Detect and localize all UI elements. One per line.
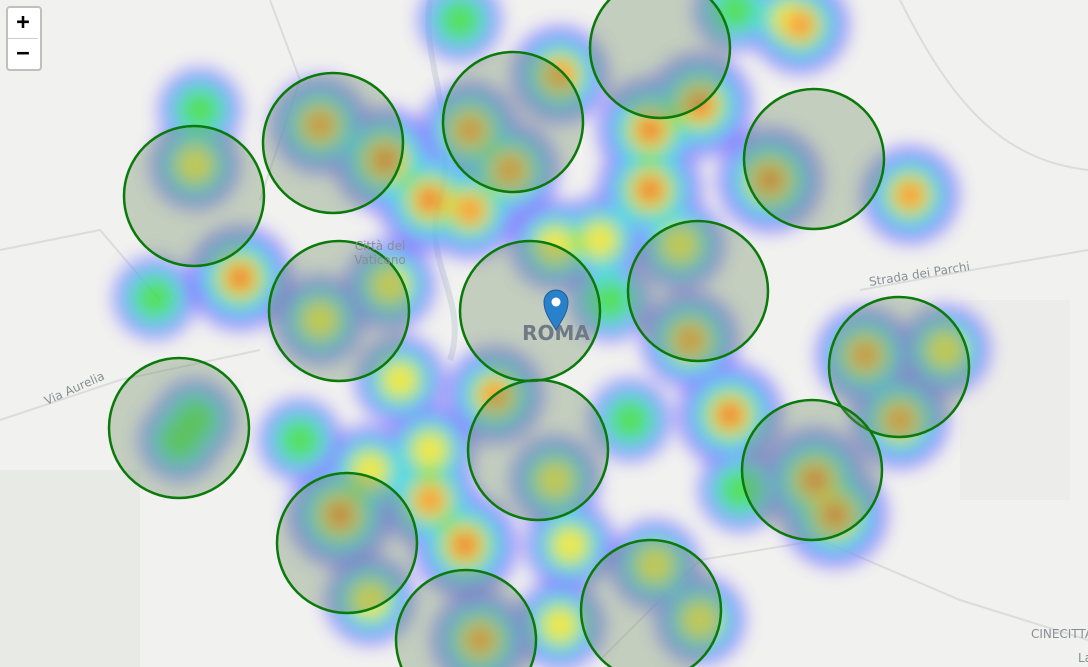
zone-circle — [261, 71, 405, 215]
zone-circle — [740, 398, 884, 542]
heat-spot — [456, 196, 484, 224]
heat-spot — [456, 116, 484, 144]
heat-spot — [456, 536, 474, 554]
zone-circle — [626, 219, 770, 363]
map-label: La — [1078, 651, 1088, 665]
heat-spot — [382, 362, 418, 398]
district-label: CINECITTÀ — [1031, 626, 1088, 641]
heat-spot — [851, 341, 879, 369]
heat-spot — [302, 302, 338, 338]
heat-spot — [761, 171, 779, 189]
heat-spot — [331, 506, 349, 524]
zone-circle — [466, 378, 610, 522]
heat-spot — [826, 506, 844, 524]
zone-circle — [827, 295, 971, 439]
map-label: Vaticano — [354, 253, 406, 267]
heat-spot — [676, 326, 704, 354]
marker[interactable] — [543, 289, 569, 331]
heat-spot — [721, 406, 739, 424]
zone-circle — [107, 356, 251, 500]
heat-spot — [582, 222, 618, 258]
zone-circle — [458, 239, 602, 383]
heat-spot — [421, 191, 439, 209]
heat-spot — [352, 452, 388, 488]
heat-spot — [177, 87, 223, 133]
heat-spot — [376, 151, 394, 169]
zone-circle — [441, 50, 585, 194]
heat-spot — [886, 406, 914, 434]
road-label: Strada dei Parchi — [868, 259, 971, 289]
heat-spot — [662, 227, 698, 263]
zone-circle — [588, 0, 732, 120]
heat-spot — [786, 11, 814, 39]
heat-spot — [537, 462, 573, 498]
heat-spot — [231, 269, 249, 287]
zone-circle — [579, 538, 723, 667]
heat-spot — [552, 527, 588, 563]
heat-spot — [352, 582, 388, 618]
heat-spot — [412, 432, 448, 468]
heat-spot — [896, 181, 924, 209]
heat-spot — [132, 275, 178, 321]
zoom-in-button[interactable]: + — [16, 10, 30, 35]
heat-spot — [607, 397, 653, 443]
heat-spot — [437, 0, 483, 43]
zone-circle — [122, 124, 266, 268]
circle-layer — [107, 0, 971, 667]
heat-spot — [927, 332, 963, 368]
zone-circle — [267, 239, 411, 383]
heat-spot — [157, 417, 203, 463]
heat-spot — [717, 467, 763, 513]
zoom-out-button[interactable]: − — [8, 38, 38, 69]
heat-spot — [177, 147, 213, 183]
heat-spot — [546, 61, 574, 89]
heat-spot — [641, 121, 659, 139]
heat-spot — [496, 156, 524, 184]
heat-spot — [682, 602, 718, 638]
zoom-control: + − — [6, 6, 42, 71]
zone-circle — [275, 471, 419, 615]
zone-circle — [742, 87, 886, 231]
heat-spot — [542, 607, 578, 643]
heat-spot — [277, 417, 323, 463]
heatmap — [114, 0, 990, 667]
heat-spot — [637, 547, 673, 583]
heat-spot — [712, 0, 758, 33]
map-label: Città del — [355, 239, 406, 253]
zone-circle — [394, 568, 538, 667]
heat-spot — [416, 486, 444, 514]
heat-spot — [641, 181, 659, 199]
heat-spot — [306, 111, 334, 139]
heat-spot — [587, 277, 633, 323]
heat-spot — [806, 471, 824, 489]
heat-spot — [466, 626, 494, 654]
